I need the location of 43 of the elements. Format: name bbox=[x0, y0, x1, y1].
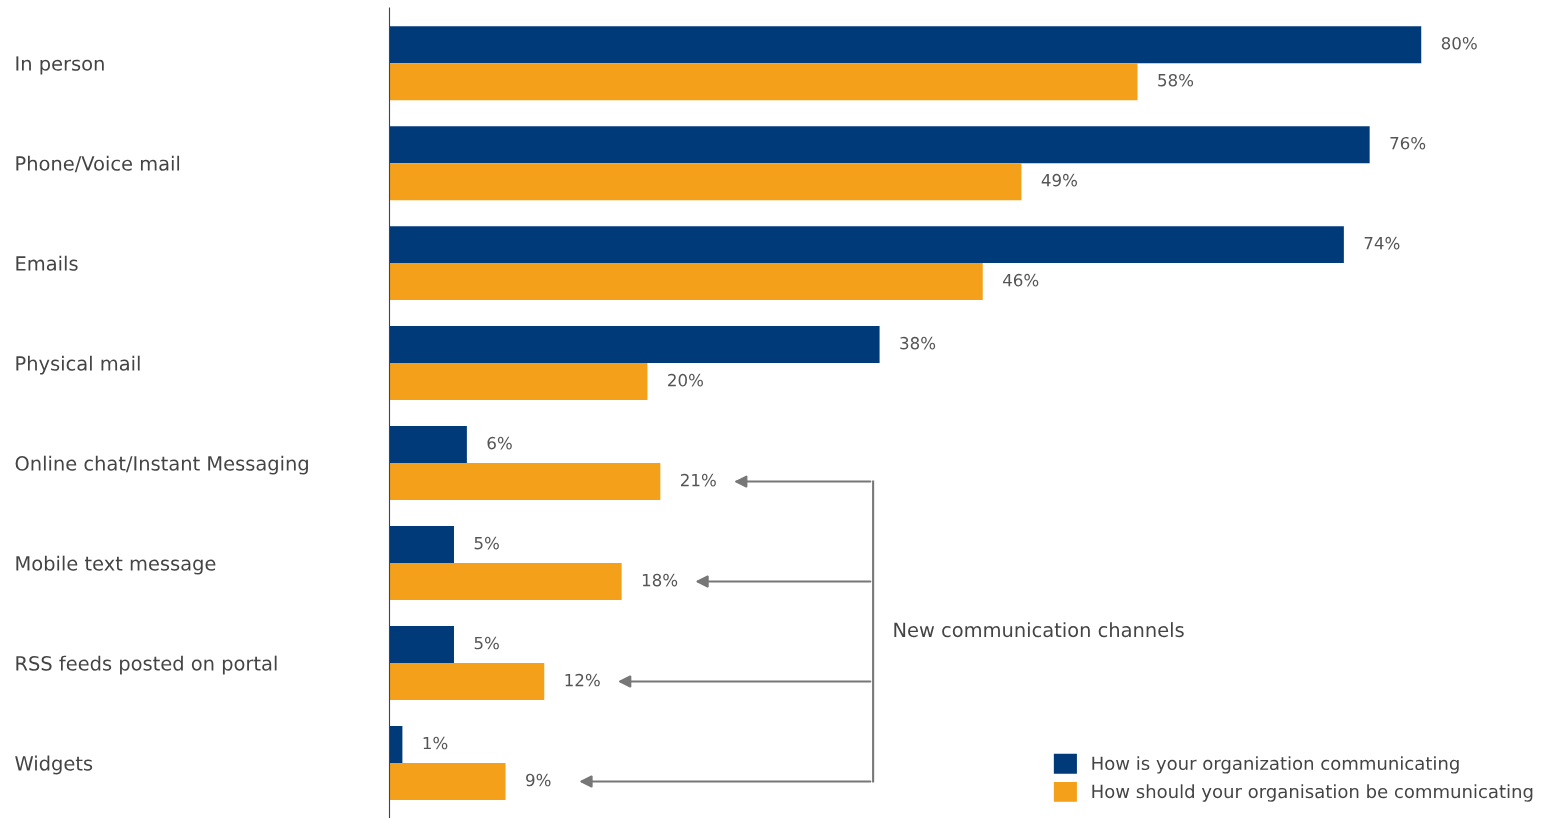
data-label: 80% bbox=[1441, 36, 1477, 50]
data-label: 58% bbox=[1158, 73, 1194, 87]
y-tick-label: Physical mail bbox=[16, 355, 140, 375]
data-label: 76% bbox=[1390, 136, 1426, 150]
bar bbox=[389, 326, 880, 364]
data-label: 9% bbox=[526, 773, 551, 787]
data-label: 20% bbox=[668, 373, 703, 387]
y-tick-label: RSS feeds posted on portal bbox=[16, 655, 277, 675]
bar bbox=[389, 463, 661, 501]
y-tick-label: Mobile text message bbox=[16, 555, 216, 575]
bar bbox=[389, 126, 1370, 164]
bar bbox=[389, 526, 454, 564]
bar bbox=[389, 63, 1138, 101]
data-label: 38% bbox=[900, 336, 936, 350]
bar bbox=[389, 163, 1022, 201]
data-label: 5% bbox=[474, 636, 499, 650]
data-label: 18% bbox=[642, 573, 678, 587]
bar bbox=[389, 663, 545, 701]
bar bbox=[389, 26, 1422, 64]
data-label: 5% bbox=[474, 536, 499, 550]
bar bbox=[389, 626, 454, 664]
data-label: 74% bbox=[1364, 236, 1400, 250]
data-label: 1% bbox=[423, 736, 448, 750]
data-label: 46% bbox=[1003, 273, 1039, 287]
y-tick-label: Emails bbox=[16, 255, 78, 271]
bar bbox=[389, 726, 403, 764]
bar bbox=[389, 226, 1344, 264]
data-label: 49% bbox=[1041, 173, 1078, 187]
y-tick-label: Phone/Voice mail bbox=[16, 155, 180, 173]
legend-label: How should your organisation be communicating bbox=[1092, 784, 1533, 802]
bar bbox=[389, 426, 467, 464]
data-label: 12% bbox=[565, 673, 600, 687]
legend-label: How is your organization communicating bbox=[1092, 756, 1459, 774]
data-label: 6% bbox=[487, 436, 512, 450]
annotation: New communication channels bbox=[894, 622, 1184, 638]
y-tick-label: Online chat/Instant Messaging bbox=[15, 455, 308, 475]
data-label: 21% bbox=[681, 473, 716, 487]
bar bbox=[389, 363, 648, 401]
bar bbox=[389, 763, 506, 800]
y-tick-label: Widgets bbox=[15, 755, 93, 775]
bar bbox=[389, 563, 622, 601]
bar bbox=[389, 263, 983, 301]
y-tick-label: In person bbox=[16, 56, 104, 75]
